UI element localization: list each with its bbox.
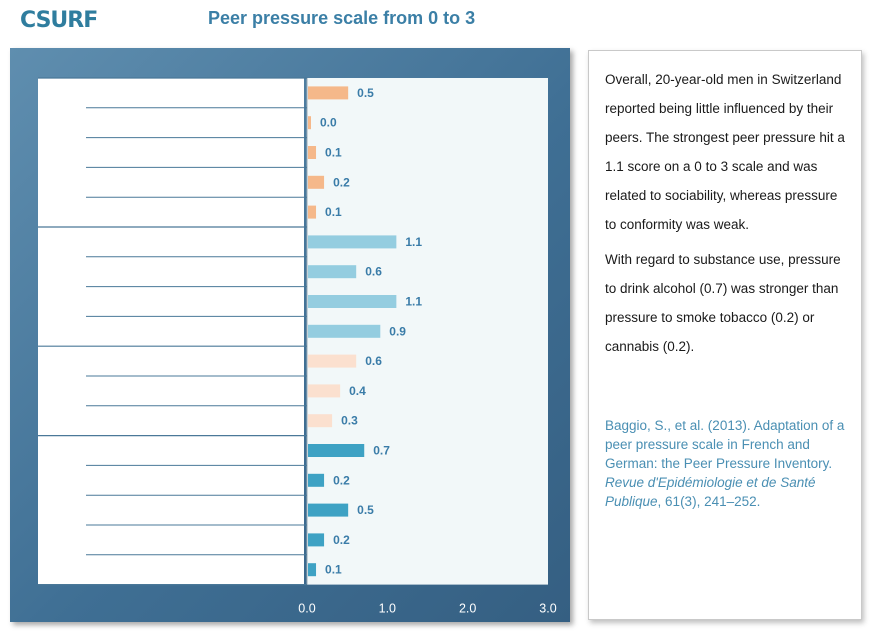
category-label: Going out with friends at weekends [107,295,302,309]
category-label: Doing things to impress women [128,384,302,398]
category-label: Being sociable [221,235,302,249]
bar [308,324,381,338]
bar [308,205,317,219]
data-label: 0.1 [325,563,342,577]
bar [308,503,349,517]
data-label: 0.2 [333,473,350,487]
summary-paragraph-substance: With regard to substance use, pressure t… [605,252,841,354]
category-label: Vandalizing [238,563,302,577]
bar [308,384,341,398]
bar [308,354,357,368]
bar [308,86,349,100]
category-label: Smoking cigarettes [196,473,302,487]
data-label: 0.6 [365,354,382,368]
bar [308,116,311,130]
x-tick-label: 3.0 [539,602,556,616]
category-label: Drinking alcohol [213,444,302,458]
bar [308,444,365,457]
bar [308,533,325,547]
chart-panel: Conformity Listening to the same kind of … [10,48,570,622]
data-label: 0.2 [333,533,350,547]
page-title: Peer pressure scale from 0 to 3 [208,8,476,28]
data-label: 0.9 [389,324,406,338]
citation: Baggio, S., et al. (2013). Adaptation of… [605,416,847,511]
category-label: Listening to the same kind of music [107,86,302,100]
csurf-logo: CSURF [20,8,98,33]
citation-journal: Revue d'Epidémiologie et de Santé Publiq… [605,475,816,509]
x-tick-label: 2.0 [459,602,476,616]
data-label: 0.0 [320,116,337,130]
category-label: Sharing the same points of view [125,175,303,189]
data-label: 0.7 [373,444,390,458]
bar [308,235,397,249]
category-label: Smoking marijuana [195,533,302,547]
peer-pressure-bar-chart: Conformity Listening to the same kind of … [38,77,557,616]
bar [308,414,333,428]
citation-authors: Baggio, S., et al. (2013). Adaptation of… [605,418,845,471]
bar [308,563,317,577]
category-label: Belonging to a "crowd" [176,265,302,279]
category-label: Having sexual intercourse [158,414,302,428]
group-label-1: Sociability [55,260,69,314]
category-label: Going out to parties [193,324,302,338]
data-label: 1.1 [405,235,422,249]
data-label: 0.1 [325,146,342,160]
bar [308,146,317,159]
group-label-2: Relationshipto women [43,358,70,424]
summary-box: Overall, 20-year-old men in Switzerland … [588,50,862,620]
data-label: 0.5 [357,503,374,517]
data-label: 0.1 [325,205,342,219]
category-label: Going out with women [178,354,302,368]
citation-tail: , 61(3), 241–252. [657,494,761,509]
bar [308,473,325,487]
data-label: 0.2 [333,175,350,189]
category-label: Getting drunk [227,503,303,517]
data-label: 0.3 [341,414,358,428]
category-label: Wearing the same type of clothes [117,146,302,160]
category-label-area [38,78,304,585]
x-tick-label: 1.0 [379,602,396,616]
x-tick-label: 0.0 [298,602,315,616]
summary-paragraph-overall: Overall, 20-year-old men in Switzerland … [605,72,845,232]
group-label-0: Conformity [55,123,69,181]
category-label: Talking or acting in the same way [118,205,303,219]
data-label: 0.5 [357,86,374,100]
data-label: 0.6 [365,265,382,279]
category-label: Wearing the same haircut [160,116,303,130]
data-label: 0.4 [349,384,366,398]
bar [308,175,325,189]
bar [308,265,357,279]
group-label-3: Misconduct [55,479,69,540]
data-label: 1.1 [405,295,422,309]
bar [308,295,397,308]
